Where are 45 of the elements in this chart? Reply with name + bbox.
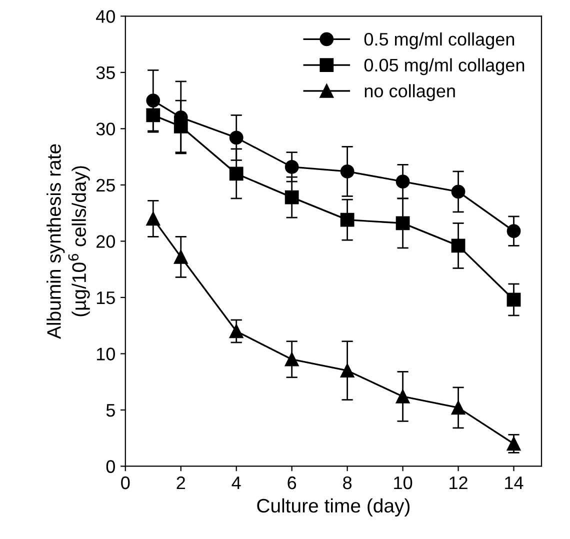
x-tick-label: 4	[232, 476, 241, 490]
point	[146, 94, 160, 108]
point	[396, 174, 410, 189]
point	[506, 224, 521, 238]
point	[146, 108, 160, 122]
x-tick-label: 8	[343, 476, 352, 490]
legend-label: no collagen	[364, 84, 455, 101]
y-tick-label: 10	[96, 348, 115, 360]
point	[174, 119, 188, 134]
x-tick-label: 14	[505, 476, 524, 490]
y-tick-label: 25	[96, 178, 115, 192]
y-tick-label: 0	[106, 460, 115, 473]
point	[284, 352, 299, 366]
point	[229, 130, 244, 145]
y-tick-label: 5	[106, 404, 115, 417]
point	[451, 184, 466, 199]
point	[396, 216, 410, 230]
point	[340, 164, 354, 178]
y-tick-label: 30	[96, 122, 115, 136]
point	[506, 436, 521, 451]
y-tick-label: 35	[96, 66, 115, 80]
y-axis-title: Albumin synthesis rate (µg/10$^{6}$ cells/day)	[46, 144, 90, 339]
point	[340, 364, 354, 378]
point	[340, 212, 354, 227]
y-tick-label: 15	[96, 292, 115, 304]
x-axis-title: Culture time (day)	[257, 498, 410, 516]
x-tick-label: 6	[288, 476, 296, 490]
point	[396, 390, 410, 404]
point	[146, 212, 160, 226]
point	[174, 250, 188, 264]
point	[451, 400, 466, 415]
y-tick-label: 20	[96, 235, 115, 248]
point	[506, 292, 521, 307]
point	[451, 238, 466, 253]
x-tick-label: 10	[394, 476, 412, 490]
legend-label: 0.05 mg/ml collagen	[364, 58, 524, 76]
x-tick-label: 12	[450, 476, 468, 490]
x-tick-label: 0	[121, 476, 130, 490]
legend-label: 0.5 mg/ml collagen	[364, 32, 514, 50]
x-tick-label: 2	[176, 476, 185, 490]
point	[284, 190, 299, 204]
point	[284, 160, 299, 174]
point	[229, 166, 244, 181]
y-tick-label: 40	[96, 10, 115, 23]
point	[229, 324, 244, 338]
